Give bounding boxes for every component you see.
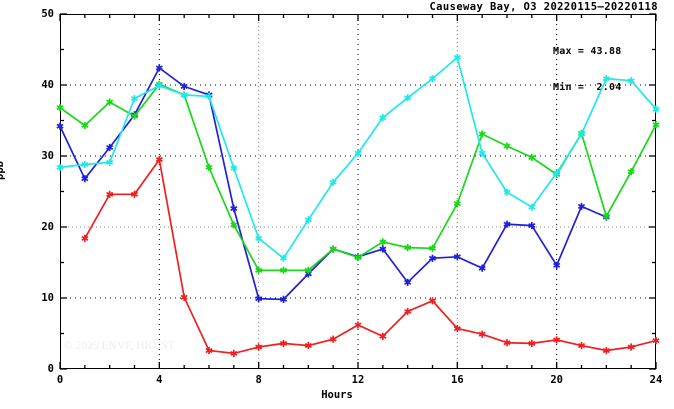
x-axis-title: Hours: [321, 389, 353, 401]
y-tick-label: 0: [47, 363, 54, 375]
x-tick-label: 24: [649, 374, 663, 386]
max-label: Max = 43.88: [553, 46, 622, 57]
stats-annotation: Max = 43.88 Min = 2.04: [553, 22, 621, 118]
y-tick-label: 20: [41, 221, 54, 233]
x-tick-label: 8: [255, 374, 262, 386]
chart-title: Causeway Bay, O3 20220115‒20220118: [429, 1, 658, 13]
y-tick-label: 40: [41, 79, 54, 91]
x-tick-label: 0: [56, 374, 64, 386]
y-axis-title: ppb: [0, 161, 6, 180]
min-label: Min = 2.04: [553, 82, 622, 93]
x-tick-label: 20: [550, 374, 563, 386]
x-tick-label: 4: [156, 374, 163, 386]
y-tick-label: 50: [41, 8, 54, 20]
watermark: © 2025 ENVF, HKUST: [64, 340, 175, 352]
y-tick-label: 10: [41, 292, 54, 304]
x-tick-label: 16: [451, 374, 464, 386]
x-tick-label: 12: [351, 374, 365, 386]
y-tick-label: 30: [41, 150, 54, 162]
